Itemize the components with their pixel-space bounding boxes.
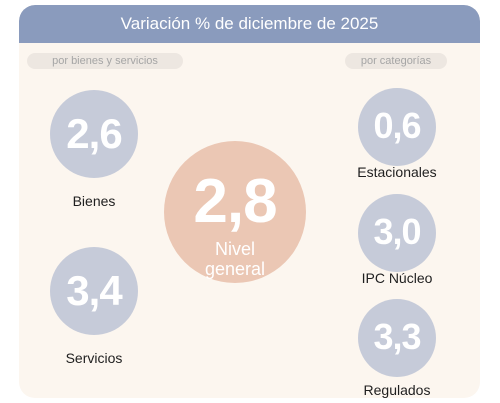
regulados-value: 3,3 bbox=[373, 316, 421, 357]
bienes-label: Bienes bbox=[72, 193, 116, 209]
nivel-general-value: 2,8 bbox=[193, 167, 277, 236]
ipc-nucleo-circle: 3,0 bbox=[358, 194, 436, 272]
infographic-title: Variación % de diciembre de 2025 bbox=[19, 5, 480, 43]
estacionales-value: 0,6 bbox=[373, 105, 421, 146]
inflation-infographic: Variación % de diciembre de 2025 por bie… bbox=[19, 5, 480, 398]
ipc-nucleo-value: 3,0 bbox=[373, 211, 421, 252]
nivel-general-circle: 2,8 Nivel general bbox=[164, 141, 306, 283]
regulados-label: Regulados bbox=[363, 382, 431, 398]
categories-section-label: por categorías bbox=[345, 53, 447, 69]
regulados-circle: 3,3 bbox=[358, 299, 436, 377]
goods-services-section-label: por bienes y servicios bbox=[27, 53, 183, 69]
nivel-general-label-line1: Nivel bbox=[214, 239, 255, 259]
ipc-nucleo-label: IPC Núcleo bbox=[361, 270, 433, 286]
bienes-circle: 2,6 bbox=[50, 90, 138, 178]
estacionales-label: Estacionales bbox=[357, 164, 437, 180]
servicios-value: 3,4 bbox=[66, 267, 122, 314]
servicios-circle: 3,4 bbox=[50, 247, 138, 335]
bienes-value: 2,6 bbox=[66, 110, 122, 157]
nivel-general-label-line2: general bbox=[204, 259, 266, 279]
servicios-label: Servicios bbox=[65, 350, 123, 366]
estacionales-circle: 0,6 bbox=[358, 88, 436, 166]
